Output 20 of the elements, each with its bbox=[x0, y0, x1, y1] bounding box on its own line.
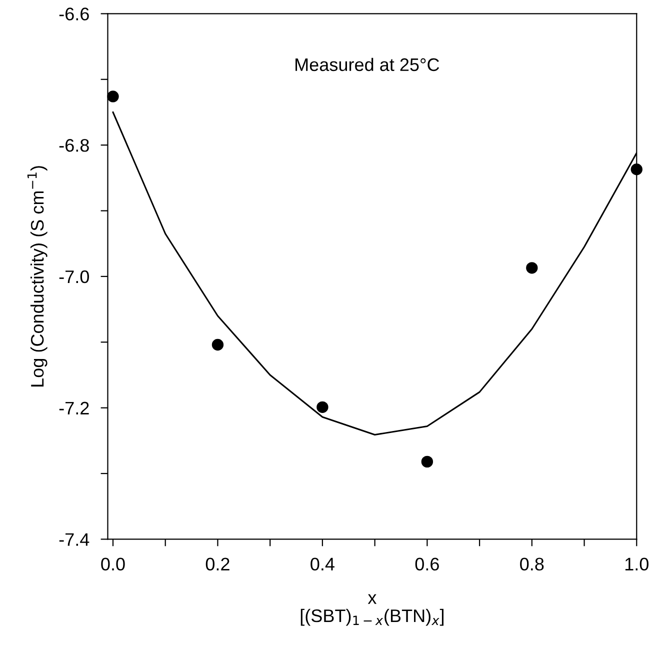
x-axis-title: x [(SBT)$_{1−x}$(BTN)$_{x}$] bbox=[300, 594, 444, 626]
point bbox=[526, 262, 538, 274]
x-tick-label: 1.0 bbox=[625, 558, 648, 571]
y-tick-label: -7.0 bbox=[59, 270, 89, 284]
point bbox=[316, 401, 328, 414]
x-tick-label: 0.8 bbox=[520, 558, 544, 571]
y-tick-label: -6.8 bbox=[59, 139, 89, 152]
annotation: Measured at 25°C bbox=[296, 58, 440, 72]
point bbox=[630, 164, 642, 176]
y-tick-label: -6.6 bbox=[59, 8, 89, 20]
point bbox=[421, 456, 434, 468]
y-tick-label: -7.4 bbox=[59, 533, 90, 546]
x-tick-label: 0.6 bbox=[415, 558, 439, 571]
x-tick-label: 0.0 bbox=[101, 558, 125, 571]
y-tick-label: -7.2 bbox=[59, 402, 89, 414]
y-axis-title: Log (Conductivity) (S cm$^{−1}$) bbox=[27, 166, 48, 386]
x-tick-label: 0.2 bbox=[206, 558, 230, 571]
point bbox=[212, 338, 224, 351]
point bbox=[107, 90, 119, 102]
x-tick-label: 0.4 bbox=[310, 558, 334, 571]
